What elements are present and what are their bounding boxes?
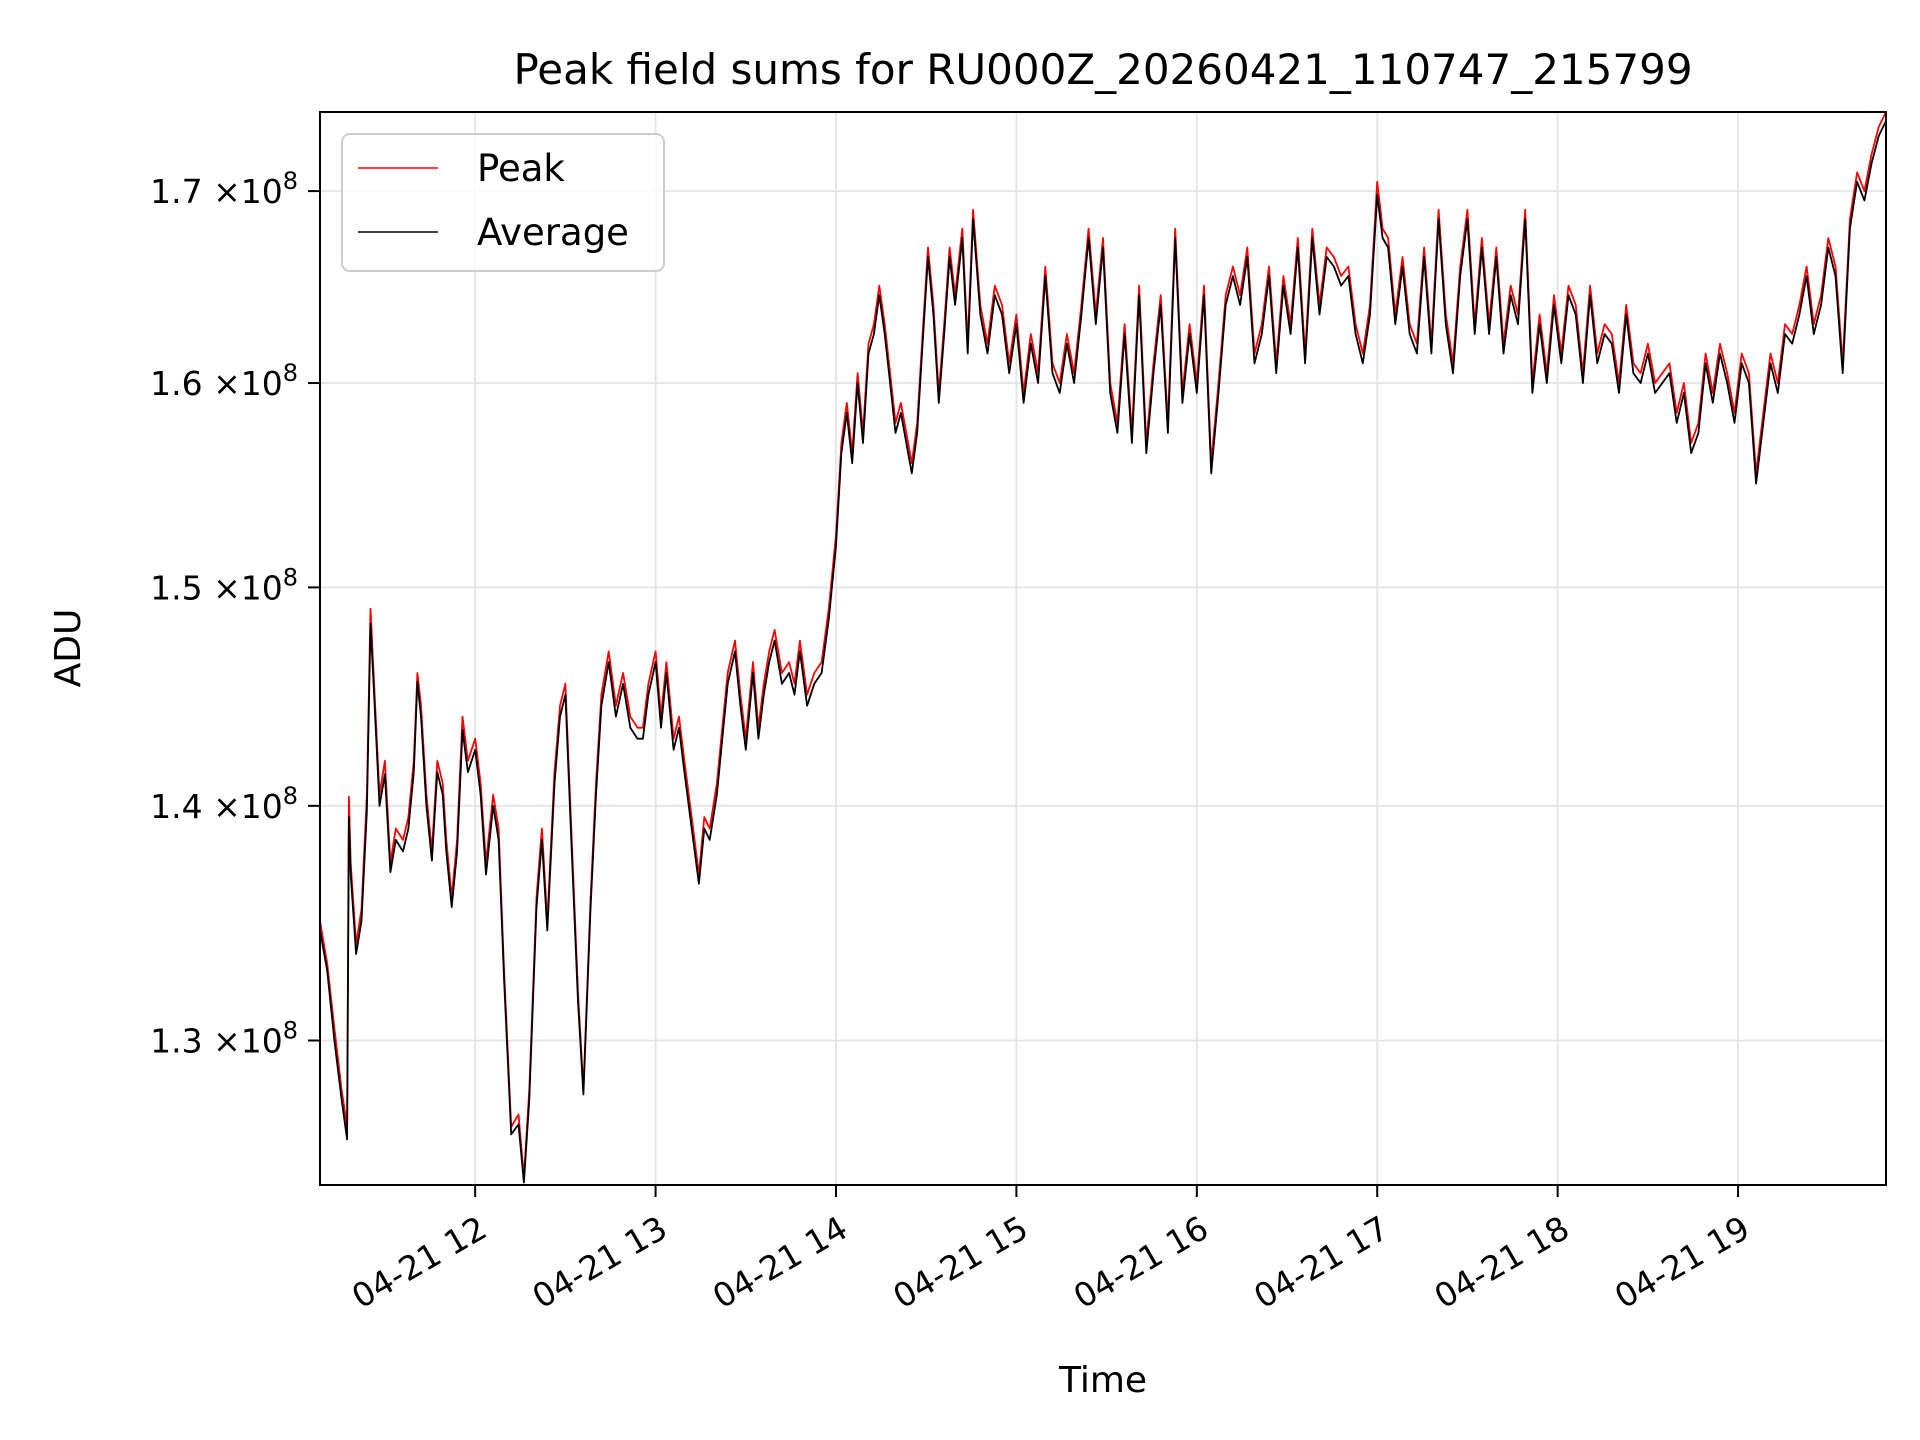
- y-tick-label-4: 1.7 ×108: [150, 167, 298, 211]
- y-tick-label-3: 1.6 ×108: [150, 359, 298, 403]
- y-tick-label-0: 1.3 ×108: [150, 1016, 298, 1060]
- y-axis-label: ADU: [48, 609, 89, 688]
- y-tick-label-1: 1.4 ×108: [150, 782, 298, 826]
- axes-frame: [319, 111, 1887, 1186]
- legend-label-average: Average: [477, 211, 629, 254]
- chart-title: Peak field sums for RU000Z_20260421_1107…: [513, 45, 1692, 94]
- legend-label-peak: Peak: [477, 147, 565, 190]
- y-tick-label-2: 1.5 ×108: [150, 563, 298, 607]
- grid-layer: [320, 112, 1886, 1185]
- series-line-average: [319, 120, 1887, 1184]
- legend: Peak Average: [341, 133, 665, 272]
- x-axis-label: Time: [1058, 1360, 1147, 1401]
- series-layer: [319, 111, 1887, 1184]
